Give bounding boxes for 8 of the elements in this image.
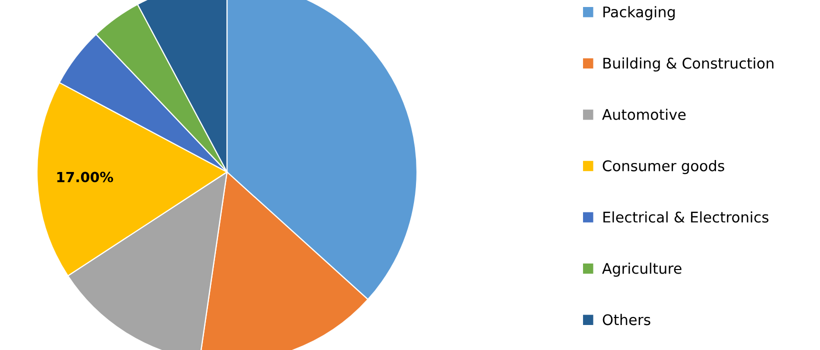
legend-label: Automotive xyxy=(602,108,686,120)
legend-label: Electrical & Electronics xyxy=(603,211,768,223)
legend-label: Consumer goods xyxy=(602,160,724,174)
legend-label: Agriculture xyxy=(602,262,682,277)
legend-label: Building & Construction xyxy=(603,57,774,72)
data-label: 17.00% xyxy=(57,172,114,182)
legend-label: Others xyxy=(602,314,650,326)
legend-label: Packaging xyxy=(603,6,675,20)
